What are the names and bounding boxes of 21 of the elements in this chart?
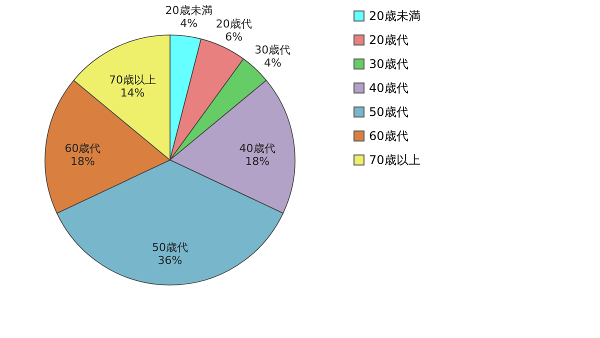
slice-label: 20歳代 [216, 17, 252, 30]
legend-label: 60歳代 [369, 129, 408, 143]
data-label: 14% [120, 86, 145, 100]
slice-label: 30歳代 [254, 44, 291, 57]
slice-label: 20歳未満 [165, 4, 212, 18]
data-label: 18% [70, 154, 95, 168]
legend-label: 40歳代 [369, 81, 408, 95]
legend-label: 20歳代 [369, 33, 408, 47]
legend-label: 30歳代 [369, 57, 408, 71]
legend-label: 20歳未満 [369, 9, 420, 23]
slice-label: 60歳代 [64, 142, 101, 155]
data-label: 4% [264, 56, 282, 70]
slice-label: 70歳以上 [109, 73, 156, 86]
data-label: 36% [158, 254, 182, 267]
data-label: 4% [180, 17, 198, 30]
slice-label: 50歳代 [152, 241, 188, 254]
legend-label: 70歳以上 [369, 153, 420, 167]
legend-label: 50歳代 [369, 105, 408, 119]
data-label: 6% [225, 30, 243, 44]
data-label: 18% [245, 154, 270, 168]
slice-label: 40歳代 [239, 142, 276, 155]
